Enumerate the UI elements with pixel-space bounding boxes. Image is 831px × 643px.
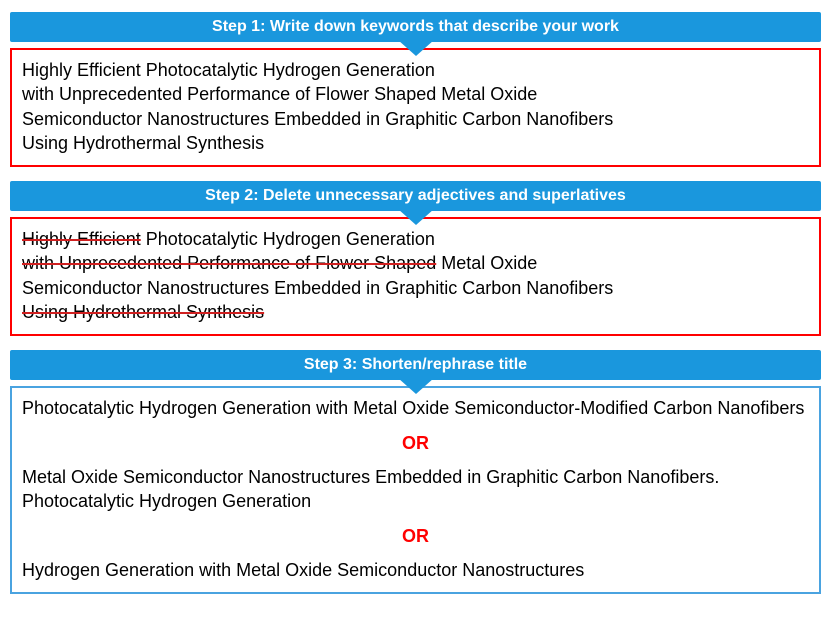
kept-text: Metal Oxide	[436, 253, 537, 273]
step2-line: Semiconductor Nanostructures Embedded in…	[22, 276, 809, 300]
struck-text: Highly Efficient	[22, 229, 141, 249]
struck-text: with Unprecedented Performance of Flower…	[22, 253, 436, 273]
step2-content: Highly Efficient Photocatalytic Hydrogen…	[10, 217, 821, 336]
step1-header: Step 1: Write down keywords that describ…	[10, 12, 821, 42]
step2-header: Step 2: Delete unnecessary adjectives an…	[10, 181, 821, 211]
step2-line: Highly Efficient Photocatalytic Hydrogen…	[22, 227, 809, 251]
or-separator: OR	[22, 524, 809, 548]
or-separator: OR	[22, 431, 809, 455]
arrow-down-icon	[398, 378, 434, 394]
step2-block: Step 2: Delete unnecessary adjectives an…	[10, 181, 821, 336]
struck-text: Using Hydrothermal Synthesis	[22, 302, 264, 322]
arrow-down-icon	[398, 209, 434, 225]
kept-text: Semiconductor Nanostructures Embedded in…	[22, 278, 613, 298]
step1-line: Highly Efficient Photocatalytic Hydrogen…	[22, 58, 809, 82]
step3-content: Photocatalytic Hydrogen Generation with …	[10, 386, 821, 594]
step3-block: Step 3: Shorten/rephrase title Photocata…	[10, 350, 821, 594]
step1-line: Semiconductor Nanostructures Embedded in…	[22, 107, 809, 131]
step3-header: Step 3: Shorten/rephrase title	[10, 350, 821, 380]
arrow-down-icon	[398, 40, 434, 56]
step3-option: Hydrogen Generation with Metal Oxide Sem…	[22, 558, 809, 582]
kept-text: Photocatalytic Hydrogen Generation	[141, 229, 435, 249]
step1-block: Step 1: Write down keywords that describ…	[10, 12, 821, 167]
step2-line: with Unprecedented Performance of Flower…	[22, 251, 809, 275]
step1-line: with Unprecedented Performance of Flower…	[22, 82, 809, 106]
step1-content: Highly Efficient Photocatalytic Hydrogen…	[10, 48, 821, 167]
step3-option: Metal Oxide Semiconductor Nanostructures…	[22, 465, 809, 514]
step1-line: Using Hydrothermal Synthesis	[22, 131, 809, 155]
step2-line: Using Hydrothermal Synthesis	[22, 300, 809, 324]
step3-option: Photocatalytic Hydrogen Generation with …	[22, 396, 809, 420]
